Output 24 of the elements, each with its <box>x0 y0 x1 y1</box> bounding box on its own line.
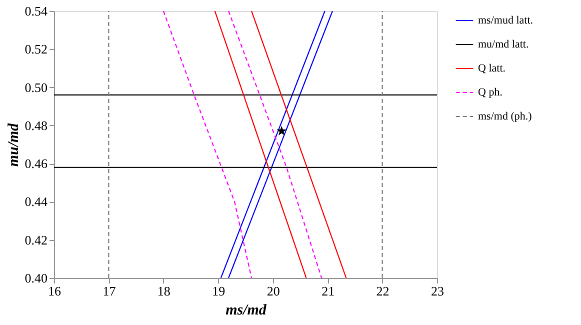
x-tick-label: 18 <box>157 284 170 298</box>
x-tick-label: 21 <box>322 284 335 298</box>
legend-label: Q latt. <box>478 62 506 74</box>
legend-label: Q ph. <box>478 86 503 98</box>
line-series <box>162 11 252 278</box>
x-axis-title: ms/md <box>226 302 267 318</box>
legend-label: ms/mud latt. <box>478 14 534 26</box>
x-tick-label: 19 <box>212 284 226 298</box>
y-tick-label: 0.40 <box>24 270 48 286</box>
y-tick-label: 0.50 <box>24 80 48 95</box>
y-tick-label: 0.48 <box>24 118 48 133</box>
y-tick-label: 0.46 <box>24 156 48 172</box>
y-axis-title: mu/md <box>6 122 22 167</box>
y-tick-label: 0.44 <box>24 194 48 210</box>
y-tick-label: 0.52 <box>24 42 48 57</box>
y-tick-label: 0.54 <box>24 4 48 18</box>
legend-label: mu/md latt. <box>478 38 529 50</box>
x-tick-label: 17 <box>102 284 116 298</box>
y-tick-label: 0.42 <box>24 232 48 248</box>
x-tick-label: 23 <box>431 284 444 298</box>
x-tick-label: 16 <box>48 284 62 298</box>
legend-label: ms/md (ph.) <box>478 110 532 122</box>
x-tick-label: 22 <box>376 284 390 298</box>
x-tick-label: 20 <box>266 284 280 298</box>
